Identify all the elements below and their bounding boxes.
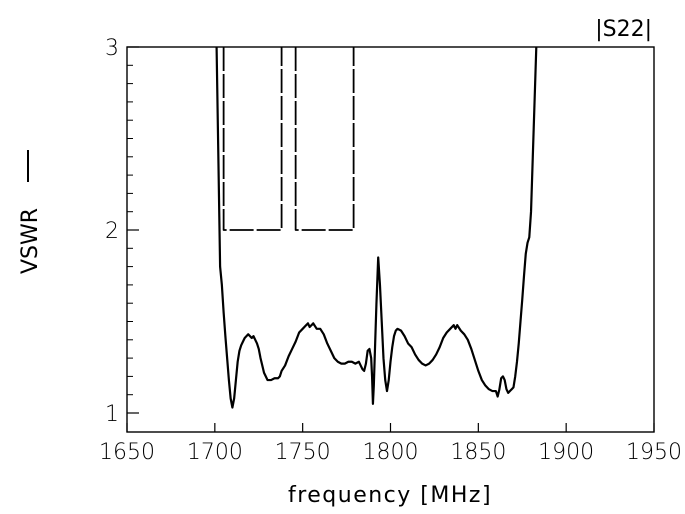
mask-line-1 xyxy=(294,47,355,231)
vswr-curve-0 xyxy=(215,46,538,409)
x-tick-label: 1750 xyxy=(275,440,331,465)
y-tick-label: 2 xyxy=(105,219,119,244)
axis-ticks xyxy=(126,46,655,432)
plot-frame xyxy=(126,46,655,433)
x-tick-label: 1700 xyxy=(187,440,243,465)
y-tick-label: 1 xyxy=(105,402,119,427)
x-tick-label: 1950 xyxy=(626,440,682,465)
y-axis-label-group: VSWR xyxy=(18,150,43,274)
series-layer xyxy=(215,46,538,409)
mask-line-0 xyxy=(222,47,283,231)
x-tick-label: 1900 xyxy=(538,440,594,465)
x-tick-label: 1850 xyxy=(450,440,506,465)
tick-labels: 1650 1700 1750 1800 1850 1900 1950 1 2 3 xyxy=(99,36,682,465)
y-tick-label: 3 xyxy=(105,36,119,61)
chart-title: |S22| xyxy=(595,17,652,42)
x-tick-label: 1800 xyxy=(363,440,419,465)
x-tick-label: 1650 xyxy=(99,440,155,465)
x-axis-label: frequency [MHz] xyxy=(288,483,492,508)
y-axis-label: VSWR xyxy=(18,208,43,274)
